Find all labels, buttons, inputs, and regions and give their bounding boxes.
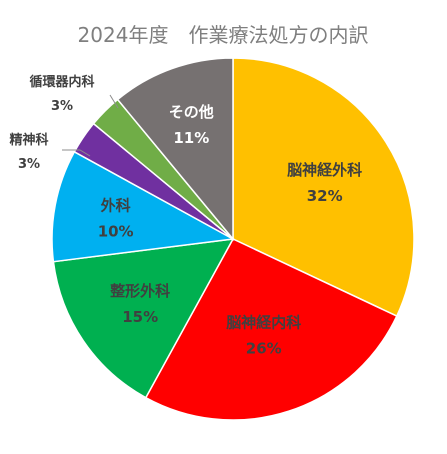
pie-slice-4 <box>51 150 236 263</box>
slice-value-label: 11% <box>173 129 209 147</box>
pie-slice-3 <box>52 238 235 399</box>
slice-value-label: 26% <box>246 340 282 358</box>
slice-value-label: 3% <box>51 99 73 114</box>
slice-value-label: 15% <box>122 308 158 326</box>
slice-name-label: 外科 <box>100 197 131 215</box>
slice-name-label: その他 <box>169 103 214 121</box>
slice-name-label: 循環器内科 <box>29 74 94 90</box>
slice-labels: 脳神経外科 32% 脳神経内科 26% 整形外科 15% 外科 10% 精神科 3% 循環器内科 3%… <box>9 74 362 358</box>
slice-value-label: 32% <box>307 187 343 205</box>
slice-name-label: 脳神経内科 <box>226 314 301 332</box>
slice-name-label: 脳神経外科 <box>287 161 362 179</box>
slice-value-label: 3% <box>18 157 40 172</box>
slice-name-label: 整形外科 <box>110 282 170 300</box>
chart-title: 2024年度 作業療法処方の内訳 <box>78 23 369 47</box>
leader-line-5 <box>62 149 91 157</box>
pie-slices <box>51 57 415 421</box>
pie-slice-1 <box>232 57 415 318</box>
slice-value-label: 10% <box>98 223 134 241</box>
leader-line-6 <box>109 94 119 109</box>
slice-name-label: 精神科 <box>9 132 48 148</box>
leader-lines <box>62 94 119 157</box>
pie-slice-7 <box>116 57 234 242</box>
